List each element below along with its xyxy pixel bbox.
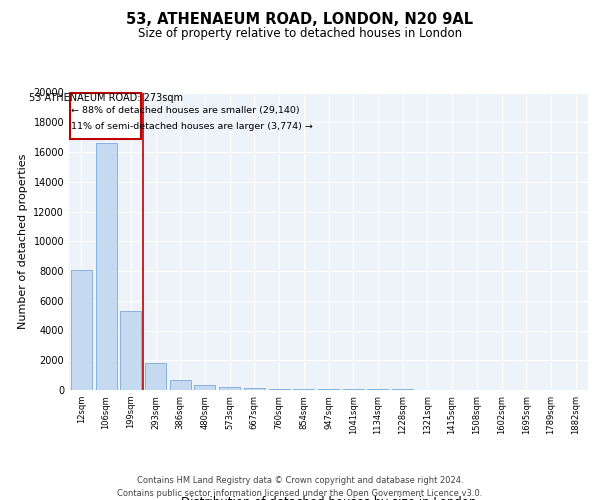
Text: Size of property relative to detached houses in London: Size of property relative to detached ho… [138,28,462,40]
Bar [170,380,191,390]
Text: Contains public sector information licensed under the Open Government Licence v3: Contains public sector information licen… [118,489,482,498]
Text: ← 88% of detached houses are smaller (29,140): ← 88% of detached houses are smaller (29… [71,106,300,115]
Bar [194,385,215,390]
Bar [219,386,240,390]
Bar [145,363,166,390]
Bar [95,143,116,390]
Bar [293,389,314,390]
Y-axis label: Number of detached properties: Number of detached properties [18,154,28,329]
Bar [244,388,265,390]
FancyBboxPatch shape [70,92,141,138]
Bar [71,270,92,390]
Bar [318,389,339,390]
Bar [269,388,290,390]
Text: Contains HM Land Registry data © Crown copyright and database right 2024.: Contains HM Land Registry data © Crown c… [137,476,463,485]
X-axis label: Distribution of detached houses by size in London: Distribution of detached houses by size … [181,496,476,500]
Bar [120,311,141,390]
Text: 53, ATHENAEUM ROAD, LONDON, N20 9AL: 53, ATHENAEUM ROAD, LONDON, N20 9AL [127,12,473,28]
Text: 11% of semi-detached houses are larger (3,774) →: 11% of semi-detached houses are larger (… [71,122,313,131]
Text: 53 ATHENAEUM ROAD: 273sqm: 53 ATHENAEUM ROAD: 273sqm [29,94,183,104]
